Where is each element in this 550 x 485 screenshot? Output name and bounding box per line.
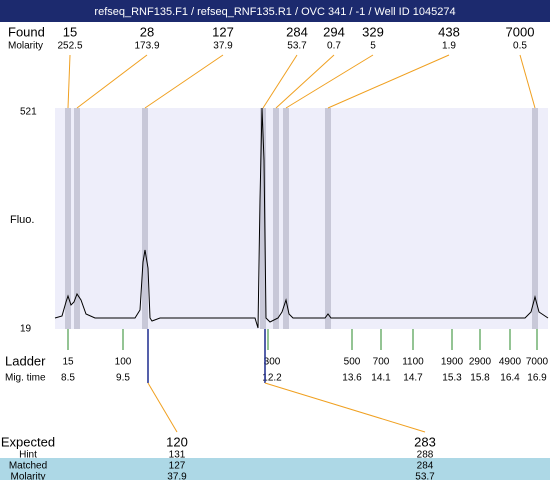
header-title: refseq_RNF135.F1 / refseq_RNF135.R1 / OV… [94,6,455,18]
mig-time: 16.4 [500,373,520,384]
mig-time: 8.5 [61,373,75,384]
mig-time: 15.8 [470,373,490,384]
found-molarity: 1.9 [442,41,456,52]
ladder-size: 1900 [441,357,464,368]
plot-area [55,108,548,329]
peak-band [74,108,80,329]
connector [519,54,536,109]
hint-value: 288 [417,450,434,461]
peak-band [283,108,289,329]
ladder-size: 15 [62,357,74,368]
row-label: Hint [19,450,37,461]
connector [262,54,298,109]
row-label: Molarity [10,472,45,480]
mig-time: 13.6 [342,373,362,384]
peak-band [532,108,538,329]
y-top: 521 [20,107,37,118]
ladder-size: 700 [373,357,390,368]
matched-value: 127 [169,461,186,472]
found-size: 284 [286,24,308,39]
peak-band [65,108,71,329]
found-size: 329 [362,24,384,39]
peak-band [325,108,331,329]
hint-value: 131 [169,450,186,461]
mig-time: 15.3 [442,373,462,384]
row-label: Matched [9,461,47,472]
header-bar [0,0,550,22]
ladder-size: 4900 [499,357,522,368]
found-molarity: 173.9 [134,41,159,52]
row-label: Found [8,24,45,39]
found-size: 438 [438,24,460,39]
y-label: Fluo. [10,214,34,226]
peak-band [142,108,148,329]
found-molarity: 0.7 [327,41,341,52]
mig-time: 9.5 [116,373,130,384]
bands [65,108,538,329]
connector [327,54,450,109]
found-size: 15 [63,24,77,39]
found-molarity: 37.9 [213,41,233,52]
ladder-size: 2900 [469,357,492,368]
ladder-size: 500 [344,357,361,368]
expected-value: 283 [414,434,436,449]
found-molarity: 53.7 [287,41,307,52]
ladder-size: 300 [264,357,281,368]
row-label: Expected [1,434,55,449]
row-label: Mig. time [5,373,46,384]
connector [285,54,374,109]
trace [54,107,549,329]
matched-molarity-value: 53.7 [415,472,435,480]
ladder-size: 100 [115,357,132,368]
matched-molarity-value: 37.9 [167,472,187,480]
connector [264,382,426,433]
expected-value: 120 [166,434,188,449]
connector [147,382,178,433]
matched-value: 284 [417,461,434,472]
connector [144,54,224,109]
matched-highlight [0,458,550,480]
mig-time: 16.9 [527,373,547,384]
found-molarity: 5 [370,41,376,52]
connector [76,54,148,109]
y-bottom: 19 [20,324,32,335]
found-size: 127 [212,24,234,39]
found-size: 7000 [506,24,535,39]
row-label: Molarity [8,41,43,52]
row-label: Ladder [5,353,46,368]
found-size: 28 [140,24,154,39]
mig-time: 14.7 [403,373,423,384]
found-size: 294 [323,24,345,39]
ladder-size: 1100 [402,357,424,368]
connector [67,54,71,109]
connector [275,54,335,109]
mig-time: 12.2 [262,373,282,384]
mig-time: 14.1 [371,373,391,384]
ladder-size: 7000 [526,357,549,368]
found-molarity: 252.5 [57,41,82,52]
found-molarity: 0.5 [513,41,527,52]
peak-band [273,108,279,329]
peak-band [260,108,266,329]
